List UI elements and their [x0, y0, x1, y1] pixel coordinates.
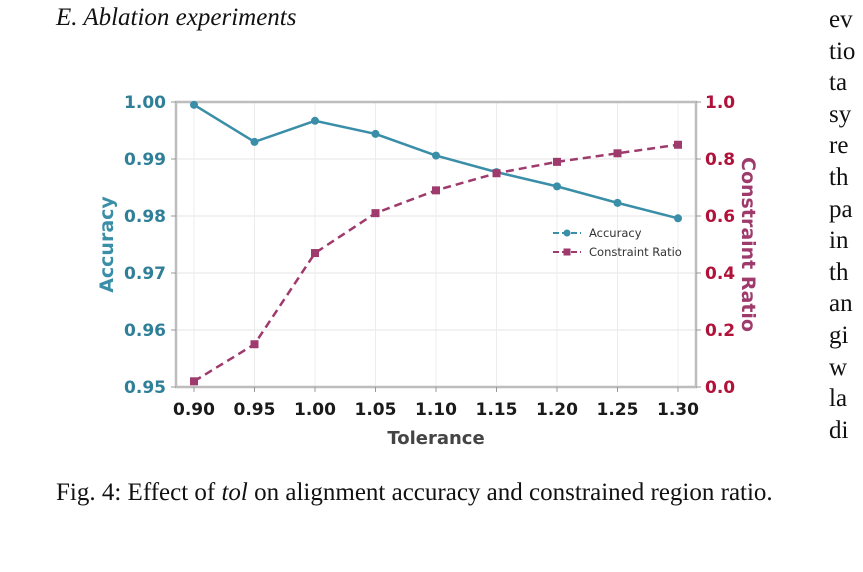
right-column-line: ev [829, 6, 853, 33]
x-tick-label: 1.30 [657, 400, 699, 420]
right-tick-label: 1.0 [705, 93, 735, 113]
right-column-line: pa [829, 195, 853, 223]
constraint-ratio-point [190, 377, 198, 386]
left-axis-label: Accuracy [96, 196, 118, 293]
right-column-line: in [829, 227, 849, 255]
constraint-ratio-point [613, 149, 622, 158]
right-column-line: tio [829, 37, 856, 65]
figure: 0.95 0.96 0.97 0.98 0.99 1.00 0.0 0.2 0.4 0.6 0.8 1… [56, 70, 796, 470]
right-column-line: w [829, 353, 848, 381]
accuracy-point [553, 182, 561, 191]
constraint-ratio-point [371, 209, 380, 218]
right-column-line: gi [829, 321, 849, 349]
right-column-line: an [829, 290, 853, 318]
right-axis-label: Constraint Ratio [737, 157, 759, 332]
x-axis-label: Tolerance [387, 428, 484, 449]
constraint-ratio-point [250, 340, 259, 349]
legend-accuracy-label: Accuracy [589, 226, 642, 240]
left-tick-label: 0.98 [124, 207, 166, 227]
accuracy-point [371, 129, 380, 138]
constraint-ratio-point [432, 186, 440, 195]
constraint-ratio-point [553, 157, 561, 166]
x-tick-label: 1.25 [597, 400, 639, 420]
left-tick-label: 1.00 [124, 93, 166, 113]
x-tick-label: 1.20 [536, 400, 578, 420]
accuracy-point [250, 137, 259, 146]
x-tick-label: 1.05 [355, 400, 397, 420]
caption-prefix: Fig. 4: Effect of [56, 479, 222, 506]
legend-accuracy-marker [563, 229, 571, 237]
constraint-ratio-point [492, 169, 501, 178]
right-tick-label: 0.0 [705, 378, 735, 398]
constraint-ratio-point [311, 249, 319, 258]
ablation-chart: 0.95 0.96 0.97 0.98 0.99 1.00 0.0 0.2 0.4 0.6 0.8 1… [96, 93, 759, 449]
constraint-ratio-point [674, 140, 682, 149]
right-tick-label: 0.2 [705, 321, 735, 341]
right-column-line: la [829, 385, 848, 413]
x-tick-label: 1.15 [476, 400, 518, 420]
legend-constraint-label: Constraint Ratio [589, 245, 682, 259]
left-tick-label: 0.97 [124, 264, 166, 284]
accuracy-point [432, 151, 440, 160]
legend-constraint-marker [563, 248, 571, 256]
x-tick-label: 0.95 [234, 400, 276, 420]
accuracy-point [311, 116, 319, 125]
right-column-line: th [829, 163, 849, 191]
right-column-line: di [829, 416, 849, 444]
section-heading: E. Ablation experiments [56, 4, 297, 31]
right-column-line: ta [829, 69, 848, 97]
x-tick-label: 0.90 [173, 400, 215, 420]
x-tick-label: 1.00 [294, 400, 336, 420]
accuracy-point [190, 100, 198, 109]
right-tick-label: 0.4 [705, 264, 735, 284]
right-column-text: ev tio ta sy re th pa in th an gi w la di [829, 4, 863, 446]
accuracy-point [674, 214, 682, 223]
left-tick-label: 0.96 [124, 321, 166, 341]
caption-suffix: on alignment accuracy and constrained re… [247, 479, 773, 506]
left-tick-label: 0.95 [124, 378, 166, 398]
caption-emphasis: tol [221, 479, 248, 506]
right-column-line: re [829, 132, 849, 160]
right-column-line: th [829, 258, 849, 286]
x-tick-label: 1.10 [415, 400, 457, 420]
figure-caption: Fig. 4: Effect of tol on alignment accur… [56, 476, 808, 509]
right-column-line: sy [829, 100, 852, 128]
accuracy-point [613, 198, 622, 207]
left-tick-label: 0.99 [124, 150, 166, 170]
right-tick-label: 0.8 [705, 150, 735, 170]
right-tick-label: 0.6 [705, 207, 735, 227]
